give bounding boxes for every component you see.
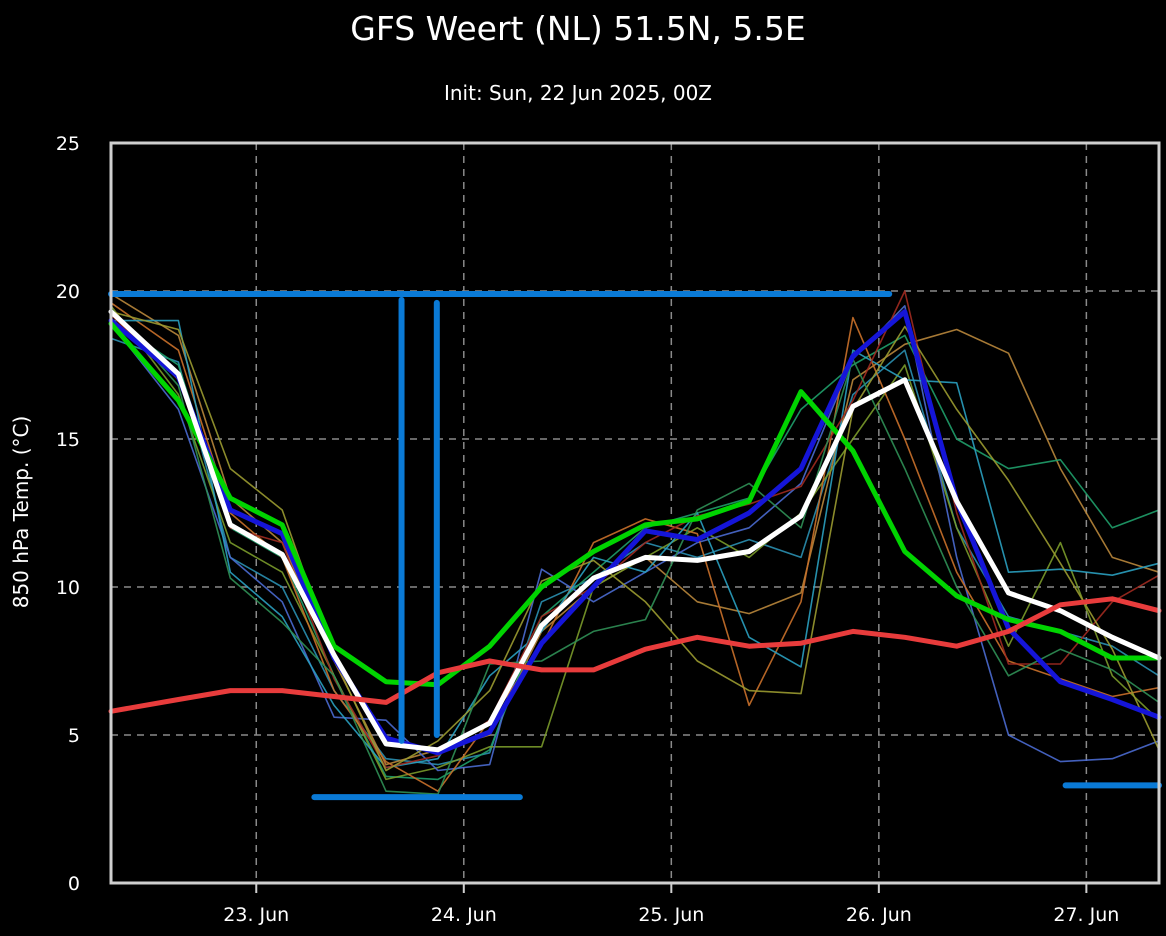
x-tick-label: 27. Jun: [1053, 904, 1119, 926]
series-line-ens-member-6: [110, 301, 1160, 793]
x-tick-label: 24. Jun: [431, 904, 497, 926]
series-line-ensemble-mean: [108, 321, 1162, 688]
chart-subtitle: Init: Sun, 22 Jun 2025, 00Z: [444, 81, 712, 105]
series-line-ens-member-7: [110, 319, 1160, 769]
y-tick-label: 20: [56, 281, 80, 303]
chart-title: GFS Weert (NL) 51.5N, 5.5E: [350, 9, 806, 48]
series-group: [108, 290, 1162, 796]
x-tick-label: 26. Jun: [846, 904, 912, 926]
series-line-operational-run: [108, 309, 1162, 753]
y-axis-label: 850 hPa Temp. (°C): [9, 416, 33, 609]
x-tick-label: 23. Jun: [223, 904, 289, 926]
y-tick-label: 5: [68, 725, 80, 747]
y-tick-label: 10: [56, 577, 80, 599]
y-tick-label: 0: [68, 873, 80, 895]
series-line-climatology: [108, 596, 1162, 714]
series-line-ens-member-10: [110, 307, 1160, 796]
series-line-control-run: [108, 309, 1162, 756]
y-tick-label: 15: [56, 429, 80, 451]
x-tick-label: 25. Jun: [638, 904, 704, 926]
annotations: [108, 290, 1162, 801]
series-line-ens-member-3: [110, 319, 1160, 781]
y-tick-label: 25: [56, 133, 80, 155]
tick-labels: 0 5 10 15 20 25 23. Jun 24. Jun 25. Jun 26. Jun 27…: [56, 133, 1120, 926]
plot-frame: [109, 141, 1161, 885]
